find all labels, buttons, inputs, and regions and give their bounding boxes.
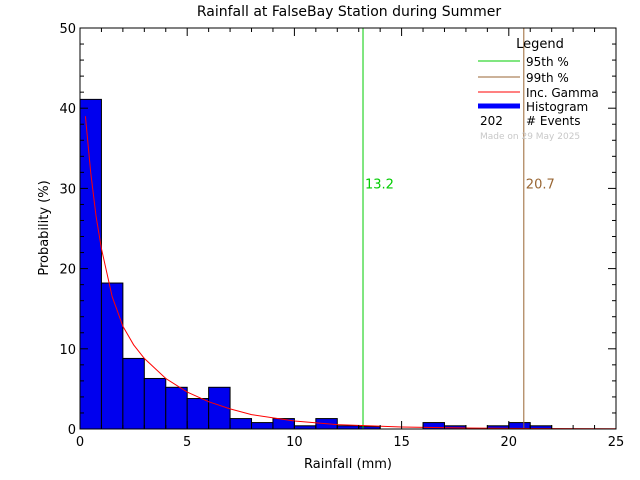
legend-label-95th: 95th % bbox=[526, 55, 569, 69]
p95-label: 13.2 bbox=[365, 177, 394, 192]
x-axis-label: Rainfall (mm) bbox=[304, 457, 392, 472]
y-axis: 0 10 20 30 40 50 bbox=[59, 22, 616, 438]
histogram-bar bbox=[143, 377, 167, 430]
legend: Legend 95th % 99th % Inc. Gamma Histogra… bbox=[478, 37, 599, 142]
legend-label-histogram: Histogram bbox=[526, 100, 588, 114]
plot-frame bbox=[79, 27, 617, 430]
percentile-lines: 13.2 20.7 bbox=[362, 28, 555, 429]
y-tick-label: 10 bbox=[59, 343, 76, 358]
y-axis-label: Probability (%) bbox=[37, 180, 52, 275]
legend-title: Legend bbox=[516, 37, 564, 52]
y-tick-label: 40 bbox=[59, 102, 76, 117]
y-tick-label: 20 bbox=[59, 263, 76, 278]
histogram-bar bbox=[79, 98, 102, 430]
watermark: Made on 29 May 2025 bbox=[480, 132, 580, 142]
x-tick-label: 0 bbox=[76, 435, 84, 450]
x-tick-label: 10 bbox=[286, 435, 303, 450]
legend-events-count: 202 bbox=[480, 114, 503, 128]
x-axis: 0 5 10 15 20 25 bbox=[76, 28, 624, 450]
x-tick-label: 5 bbox=[183, 435, 191, 450]
chart-title: Rainfall at FalseBay Station during Summ… bbox=[197, 4, 502, 20]
histogram-bar bbox=[251, 422, 274, 430]
histogram-bar bbox=[165, 386, 188, 430]
histogram-bar bbox=[186, 398, 210, 430]
x-tick-label: 25 bbox=[608, 435, 625, 450]
histogram-bar bbox=[100, 282, 124, 430]
y-tick-label: 50 bbox=[59, 22, 76, 37]
x-tick-label: 15 bbox=[393, 435, 410, 450]
legend-label-99th: 99th % bbox=[526, 71, 569, 85]
legend-label-gamma: Inc. Gamma bbox=[526, 86, 599, 100]
y-tick-label: 0 bbox=[68, 423, 76, 438]
x-tick-label: 20 bbox=[501, 435, 518, 450]
p99-label: 20.7 bbox=[526, 177, 555, 192]
histogram-bars bbox=[79, 98, 553, 430]
histogram-bar bbox=[122, 357, 145, 430]
legend-events-label: # Events bbox=[526, 114, 581, 128]
histogram-bar bbox=[229, 418, 253, 430]
y-tick-label: 30 bbox=[59, 182, 76, 197]
